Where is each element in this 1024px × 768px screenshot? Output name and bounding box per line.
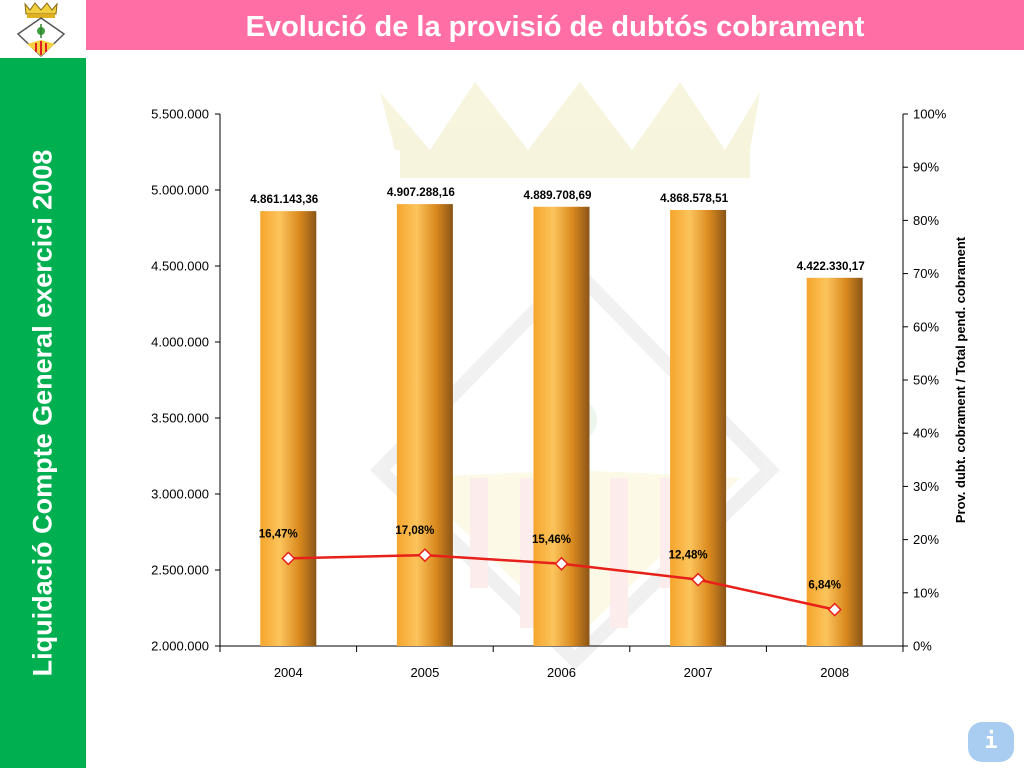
- line-value-label: 16,47%: [259, 528, 298, 540]
- y-tick-label-right: 0%: [913, 639, 932, 654]
- slide-title: Evolució de la provisió de dubtós cobram…: [245, 11, 865, 43]
- y-tick-label-left: 4.000.000: [151, 335, 209, 350]
- chart-axes: 2.000.000 2.500.000 3.000.000 3.500.000 4.00…: [151, 107, 968, 681]
- bar-value-label: 4.861.143,36: [250, 194, 318, 206]
- y-tick-label-right: 80%: [913, 213, 939, 228]
- logo-area: [0, 0, 86, 58]
- y-tick-label-right: 50%: [913, 373, 939, 388]
- y-tick-label-right: 100%: [913, 107, 947, 122]
- y2-axis-title: Prov. dubt. cobrament / Total pend. cobr…: [953, 236, 968, 523]
- y-tick-label-left: 2.000.000: [151, 639, 209, 654]
- x-tick-label: 2004: [274, 665, 303, 680]
- bar: [806, 277, 863, 646]
- y-tick-label-right: 70%: [913, 266, 939, 281]
- coat-of-arms-icon: [16, 2, 66, 58]
- y-tick-label-left: 5.000.000: [151, 183, 209, 198]
- data-labels: 4.861.143,36 4.907.288,16 4.889.708,69 4.86…: [250, 187, 864, 592]
- line-value-label: 12,48%: [669, 550, 708, 562]
- bar-value-label: 4.422.330,17: [797, 261, 865, 273]
- line-point: [554, 556, 569, 571]
- x-tick-label: 2007: [684, 665, 713, 680]
- bar: [396, 204, 453, 646]
- ratio-line-series: [281, 548, 842, 617]
- bar: [533, 206, 590, 646]
- line-point: [281, 551, 296, 566]
- y-tick-label-left: 4.500.000: [151, 259, 209, 274]
- x-tick-label: 2005: [410, 665, 439, 680]
- line-value-label: 17,08%: [395, 525, 434, 537]
- y-tick-label-left: 3.000.000: [151, 487, 209, 502]
- bar-value-label: 4.868.578,51: [660, 193, 729, 205]
- y-tick-label-left: 3.500.000: [151, 411, 209, 426]
- line-point: [691, 572, 706, 587]
- y-tick-label-right: 40%: [913, 426, 939, 441]
- bar: [260, 211, 317, 647]
- bar-value-label: 4.889.708,69: [524, 190, 592, 202]
- y-tick-label-right: 20%: [913, 532, 939, 547]
- y-tick-label-right: 90%: [913, 160, 939, 175]
- sidebar: [0, 58, 86, 768]
- y-tick-label-right: 30%: [913, 479, 939, 494]
- x-tick-label: 2008: [820, 665, 849, 680]
- y-tick-label-right: 10%: [913, 585, 939, 600]
- line-value-label: 15,46%: [532, 534, 571, 546]
- title-bar: Evolució de la provisió de dubtós cobram…: [86, 0, 1024, 50]
- y-tick-label-left: 2.500.000: [151, 563, 209, 578]
- y-tick-label-left: 5.500.000: [151, 107, 209, 122]
- line-value-label: 6,84%: [808, 580, 841, 592]
- bar-series: [260, 204, 863, 647]
- line-point: [827, 602, 842, 617]
- y-tick-label-right: 60%: [913, 319, 939, 334]
- line-point: [417, 548, 432, 563]
- info-button[interactable]: i: [968, 722, 1014, 762]
- bar-value-label: 4.907.288,16: [387, 187, 455, 199]
- x-tick-label: 2006: [547, 665, 576, 680]
